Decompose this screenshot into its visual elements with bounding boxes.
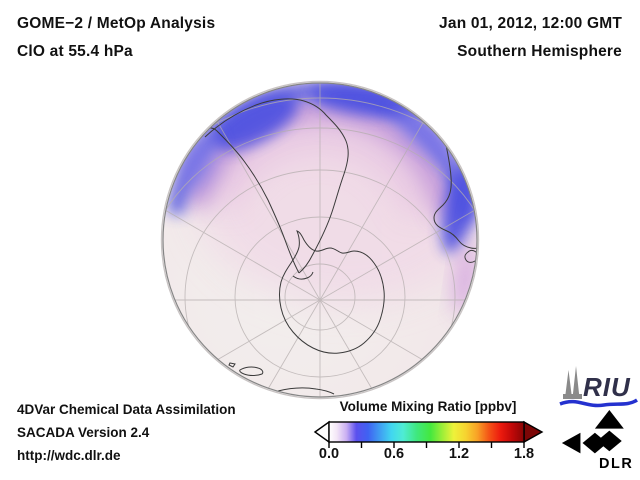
species-level-subtitle: ClO at 55.4 hPa <box>17 43 133 60</box>
credit-assimilation-text: 4DVar Chemical Data Assimilation <box>17 402 236 417</box>
colorbar-tick-label-3: 1.8 <box>513 446 535 462</box>
coastline-south-america-east <box>204 98 349 274</box>
globe-rim <box>162 82 478 398</box>
meridian-line <box>216 299 321 361</box>
parallel-line <box>184 169 456 397</box>
meridian-line <box>319 209 476 301</box>
colorbar-tick-label-1: 0.6 <box>383 446 405 462</box>
coastline-australia <box>433 135 477 249</box>
colorbar-tick-label-2: 1.2 <box>448 446 470 462</box>
island-tasmania <box>464 250 477 263</box>
parallel-line <box>163 127 477 397</box>
clo-field-pink-arc <box>205 118 438 218</box>
riu-text: RIU <box>583 372 631 402</box>
clo-blob-south-america <box>211 93 299 151</box>
dlr-text: DLR <box>599 456 633 472</box>
globe-rim-outer <box>160 80 480 400</box>
island-tierra-del-fuego <box>292 271 314 280</box>
riu-logo-svg: RIU <box>559 366 638 408</box>
colorbar-tick-label-0: 0.0 <box>318 446 340 462</box>
colorbar: Volume Mixing Ratio [ppbv] 0.0 0.6 1.2 1… <box>308 399 548 465</box>
colorbar-gradient-bar <box>328 421 525 443</box>
meridian-line <box>319 120 425 301</box>
riu-wave-icon <box>559 398 638 408</box>
dlr-logo-svg: DLR <box>561 410 633 472</box>
colorbar-left-arrow <box>313 420 330 444</box>
graticule <box>163 83 477 397</box>
datetime-text: Jan 01, 2012, 12:00 GMT <box>439 15 622 32</box>
island-new-zealand-north <box>228 362 236 368</box>
riu-logo: RIU <box>556 364 640 415</box>
colorbar-right-arrow <box>523 420 544 444</box>
meridian-line <box>216 120 321 301</box>
credit-version-text: SACADA Version 2.4 <box>17 425 150 440</box>
clo-field <box>167 83 477 315</box>
colorbar-title: Volume Mixing Ratio [ppbv] <box>339 399 517 414</box>
colorbar-svg <box>313 420 544 448</box>
meridian-line <box>267 299 321 390</box>
credit-url-text: http://wdc.dlr.de <box>17 448 121 463</box>
meridian-line <box>319 299 373 390</box>
dlr-star-icon <box>561 410 624 454</box>
dlr-logo: DLR <box>560 410 636 479</box>
coastline-antarctica <box>279 230 385 354</box>
parallel-line <box>163 97 477 397</box>
clo-field-purple-arc <box>181 95 461 220</box>
parallel-line <box>234 216 406 378</box>
cathedral-icon <box>563 366 582 399</box>
meridian-line <box>319 299 424 361</box>
meridian-line <box>164 209 321 301</box>
analysis-title: GOME−2 / MetOp Analysis <box>17 15 216 32</box>
colorbar-ticks <box>328 442 525 448</box>
parallel-line <box>284 263 356 331</box>
island-new-zealand-south <box>239 366 264 376</box>
coastline-bottom-rim <box>277 387 335 395</box>
hemisphere-text: Southern Hemisphere <box>457 43 622 60</box>
